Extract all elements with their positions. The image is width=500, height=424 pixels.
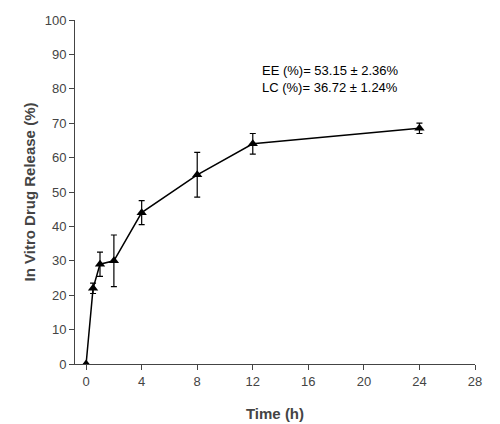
svg-text:50: 50 bbox=[52, 185, 66, 200]
svg-text:80: 80 bbox=[52, 81, 66, 96]
svg-text:10: 10 bbox=[52, 322, 66, 337]
svg-text:16: 16 bbox=[301, 374, 315, 389]
svg-text:70: 70 bbox=[52, 116, 66, 131]
svg-text:100: 100 bbox=[45, 13, 67, 28]
svg-text:24: 24 bbox=[412, 374, 426, 389]
svg-text:60: 60 bbox=[52, 150, 66, 165]
svg-text:0: 0 bbox=[82, 374, 89, 389]
svg-text:4: 4 bbox=[138, 374, 145, 389]
svg-text:90: 90 bbox=[52, 47, 66, 62]
svg-text:20: 20 bbox=[52, 288, 66, 303]
svg-text:Time (h): Time (h) bbox=[246, 405, 304, 422]
svg-text:28: 28 bbox=[468, 374, 482, 389]
svg-text:0: 0 bbox=[59, 357, 66, 372]
svg-text:EE (%)= 53.15 ± 2.36%LC (%)= 3: EE (%)= 53.15 ± 2.36%LC (%)= 36.72 ± 1.2… bbox=[262, 63, 399, 95]
svg-text:30: 30 bbox=[52, 253, 66, 268]
svg-text:In Vitro Drug Release (%): In Vitro Drug Release (%) bbox=[21, 103, 38, 282]
svg-text:20: 20 bbox=[357, 374, 371, 389]
svg-text:12: 12 bbox=[246, 374, 260, 389]
svg-text:40: 40 bbox=[52, 219, 66, 234]
svg-text:8: 8 bbox=[194, 374, 201, 389]
